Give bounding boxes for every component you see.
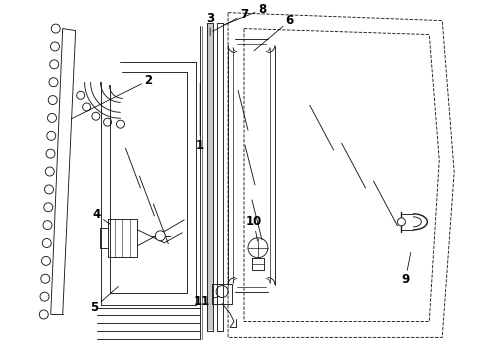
Text: 3: 3 — [206, 12, 214, 36]
Circle shape — [397, 218, 405, 226]
Text: 8: 8 — [225, 3, 266, 24]
Text: 9: 9 — [401, 252, 411, 286]
Text: 2: 2 — [71, 74, 152, 119]
Text: 10: 10 — [246, 215, 262, 241]
Text: 1: 1 — [196, 83, 204, 152]
Text: 4: 4 — [93, 208, 110, 224]
Text: 6: 6 — [254, 14, 294, 51]
Text: 7: 7 — [213, 8, 248, 31]
Text: 11: 11 — [194, 295, 220, 308]
Circle shape — [155, 231, 165, 241]
Text: 5: 5 — [91, 287, 119, 314]
